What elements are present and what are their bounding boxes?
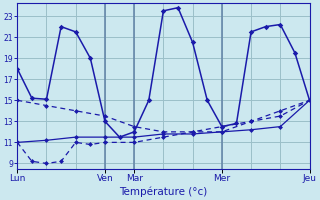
X-axis label: Température (°c): Température (°c) [119, 186, 208, 197]
